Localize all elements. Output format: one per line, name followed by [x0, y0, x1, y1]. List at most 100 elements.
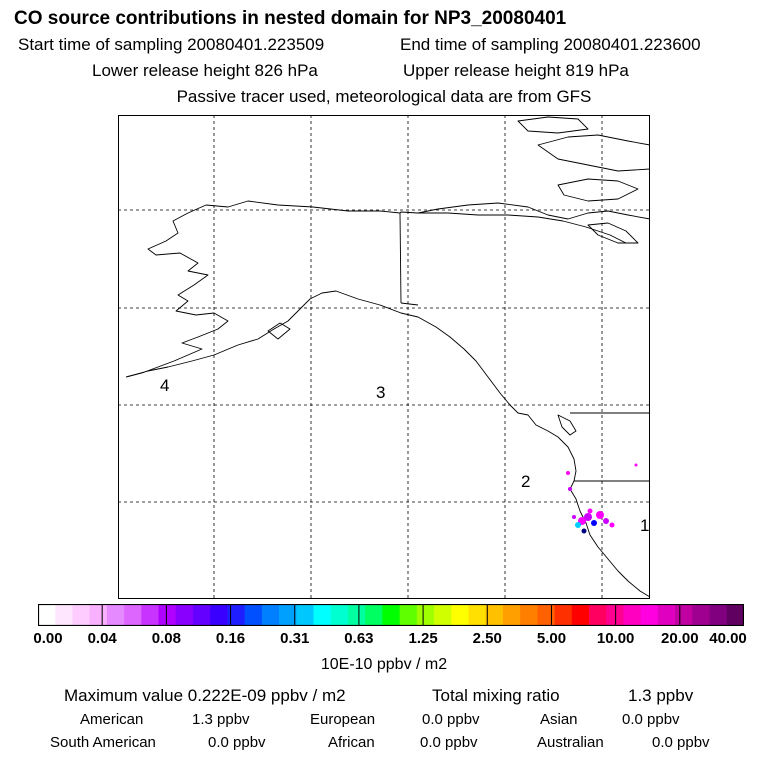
colorbar-cell: [175, 604, 194, 626]
arctic-island-2: [537, 134, 650, 172]
colorbar-cell: [520, 604, 538, 626]
region-name-american: American: [80, 711, 144, 728]
alaska-west-coast: [125, 204, 229, 378]
alaska-coastline: [205, 200, 627, 244]
plume-cell: [609, 522, 615, 528]
region-value-african: 0.0 ppbv: [420, 734, 478, 751]
colorbar-tick-label: 0.00: [33, 630, 63, 647]
map-panel: 4 3 2 1: [118, 115, 650, 599]
end-time: End time of sampling 20080401.223600: [400, 35, 701, 54]
colorbar-tick-label: 0.63: [344, 630, 374, 647]
region-value-american: 1.3 ppbv: [192, 711, 250, 728]
colorbar-cell: [38, 604, 56, 626]
colorbar-cell: [192, 604, 211, 626]
plume-cell: [566, 471, 570, 475]
canada-border-south: [400, 302, 419, 306]
alaska-canada-border: [399, 212, 402, 304]
kodiak-island: [267, 322, 291, 340]
arctic-island-3: [517, 116, 589, 134]
colorbar-cell: [416, 604, 435, 626]
region-value-asian: 0.0 ppbv: [622, 711, 680, 728]
region-label-4: 4: [160, 376, 169, 395]
colorbar-cell: [468, 604, 487, 626]
colorbar-tick-label: 0.04: [87, 630, 117, 647]
colorbar-tick-label: 10.00: [596, 630, 635, 647]
region-value-european: 0.0 ppbv: [422, 711, 480, 728]
region-label-3: 3: [376, 383, 385, 402]
colorbar-units: 10E-10 ppbv / m2: [320, 656, 448, 673]
colorbar-cell: [279, 604, 297, 626]
colorbar-tick-label: 20.00: [661, 630, 699, 647]
plume-cell: [581, 528, 587, 534]
plume-cell: [584, 513, 592, 521]
colorbar-cell: [313, 604, 332, 626]
region-name-european: European: [310, 711, 376, 728]
colorbar-tick-label: 2.50: [472, 630, 502, 647]
vancouver-island: [557, 414, 577, 436]
colorbar-cell: [365, 604, 383, 626]
colorbar-cell: [571, 604, 590, 626]
colorbar-cell: [399, 604, 418, 626]
region-name-south-american: South American: [50, 734, 156, 751]
colorbar-cell: [640, 604, 659, 626]
plume-cell: [568, 487, 572, 491]
colorbar-cell: [502, 604, 521, 626]
colorbar-tick-label: 5.00: [536, 630, 567, 647]
colorbar-cell: [89, 604, 108, 626]
arctic-coast: [417, 202, 650, 220]
plume-cell: [634, 463, 638, 467]
maximum-value: Maximum value 0.222E-09 ppbv / m2: [64, 686, 346, 705]
region-label-2: 2: [521, 472, 530, 491]
total-mixing-ratio-label: Total mixing ratio: [432, 686, 560, 705]
colorbar-cell: [72, 604, 91, 626]
colorbar-cell: [606, 604, 624, 626]
plot-title: CO source contributions in nested domain…: [14, 8, 567, 29]
colorbar-cell: [589, 604, 607, 626]
colorbar: [38, 604, 744, 626]
colorbar-tick-label: 1.25: [408, 630, 438, 647]
colorbar-cell: [623, 604, 642, 626]
grid-lines: [118, 115, 650, 599]
colorbar-cell: [106, 604, 125, 626]
plume-cell: [572, 515, 576, 519]
colorbar-cell: [726, 604, 744, 626]
colorbar-tick-label: 0.08: [151, 630, 181, 647]
region-value-south-american: 0.0 ppbv: [208, 734, 266, 751]
region-name-australian: Australian: [537, 734, 604, 751]
colorbar-cell: [675, 604, 693, 626]
colorbar-cell: [330, 604, 349, 626]
pollution-plume: [566, 463, 638, 534]
colorbar-tick-label: 0.31: [280, 630, 310, 647]
colorbar-cell: [296, 604, 315, 626]
colorbar-cell: [141, 604, 160, 626]
upper-release-height: Upper release height 819 hPa: [403, 61, 629, 80]
colorbar-cell: [347, 604, 366, 626]
region-labels: 4 3 2 1: [160, 376, 649, 535]
colorbar-cell: [158, 604, 177, 626]
colorbar-cell: [537, 604, 556, 626]
plume-cell: [591, 520, 597, 526]
map-frame: [118, 115, 650, 599]
colorbar-cell: [692, 604, 711, 626]
plume-cell: [596, 511, 604, 519]
region-name-african: African: [328, 734, 375, 751]
colorbar-cell: [382, 604, 401, 626]
colorbar-cell: [451, 604, 469, 626]
arctic-island-1: [557, 178, 639, 202]
plume-cell: [587, 508, 593, 514]
colorbar-cell: [210, 604, 228, 626]
tracer-note: Passive tracer used, meteorological data…: [176, 87, 592, 106]
start-time: Start time of sampling 20080401.223509: [18, 35, 325, 54]
colorbar-cell: [485, 604, 504, 626]
total-mixing-ratio-value: 1.3 ppbv: [628, 686, 694, 705]
plume-cell: [603, 518, 609, 524]
colorbar-frame: [38, 604, 744, 626]
region-value-australian: 0.0 ppbv: [652, 734, 710, 751]
region-label-1: 1: [640, 516, 649, 535]
lower-release-height: Lower release height 826 hPa: [92, 61, 318, 80]
colorbar-cell: [55, 604, 73, 626]
colorbar-tick-label: 0.16: [215, 630, 246, 647]
colorbar-tick-label: 40.00: [709, 630, 747, 647]
colorbar-cell: [244, 604, 263, 626]
arctic-island-4: [587, 222, 639, 244]
